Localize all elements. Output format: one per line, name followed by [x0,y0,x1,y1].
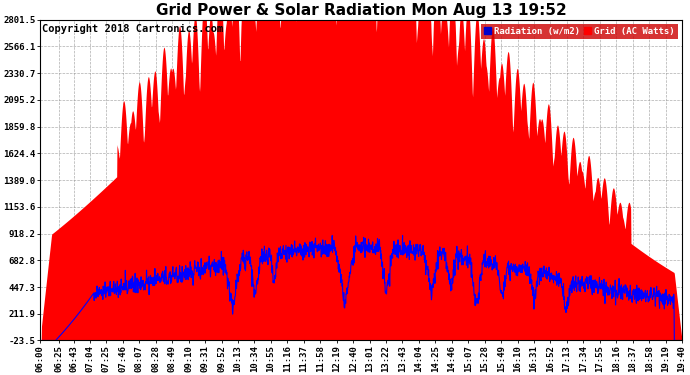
Title: Grid Power & Solar Radiation Mon Aug 13 19:52: Grid Power & Solar Radiation Mon Aug 13 … [155,3,566,18]
Legend: Radiation (w/m2), Grid (AC Watts): Radiation (w/m2), Grid (AC Watts) [481,24,678,39]
Text: Copyright 2018 Cartronics.com: Copyright 2018 Cartronics.com [42,24,223,34]
